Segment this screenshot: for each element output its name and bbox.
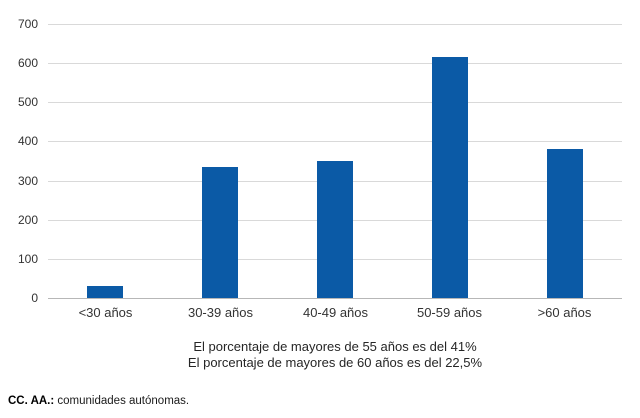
gridline-0 (48, 298, 622, 299)
gridline-700 (48, 24, 622, 25)
y-axis-tick-label-700: 700 (17, 17, 38, 31)
x-axis-tick-label-50-59 años: 50-59 años (416, 305, 483, 320)
y-axis-tick-label-0: 0 (31, 291, 38, 305)
y-axis-tick-label-500: 500 (17, 95, 38, 109)
bar-<30 años (87, 286, 123, 298)
annotation-line-1: El porcentaje de mayores de 55 años es d… (193, 339, 477, 354)
gridline-600 (48, 63, 622, 64)
annotation-line-2: El porcentaje de mayores de 60 años es d… (187, 355, 483, 370)
plot-area (48, 24, 622, 299)
footnote-abbreviation: CC. AA.: (8, 395, 55, 407)
y-axis-tick-label-400: 400 (17, 134, 38, 148)
x-axis-tick-label-30-39 años: 30-39 años (187, 305, 254, 320)
x-axis-tick-label->60 años: >60 años (537, 305, 592, 320)
y-axis-tick-label-600: 600 (17, 56, 38, 70)
bar-30-39 años (202, 167, 238, 298)
gridline-400 (48, 141, 622, 142)
bar-40-49 años (317, 161, 353, 298)
bar-50-59 años (432, 57, 468, 298)
footnote-text: comunidades autónomas. (54, 395, 190, 407)
x-axis-tick-label-40-49 años: 40-49 años (302, 305, 369, 320)
y-axis-tick-label-100: 100 (17, 252, 38, 266)
chart-annotations: El porcentaje de mayores de 55 años es d… (48, 339, 622, 371)
bar->60 años (547, 149, 583, 298)
x-axis-tick-label-<30 años: <30 años (78, 305, 133, 320)
footnote: CC. AA.: comunidades autónomas. (8, 395, 189, 407)
gridline-500 (48, 102, 622, 103)
y-axis-tick-label-300: 300 (17, 174, 38, 188)
y-axis-tick-label-200: 200 (17, 213, 38, 227)
